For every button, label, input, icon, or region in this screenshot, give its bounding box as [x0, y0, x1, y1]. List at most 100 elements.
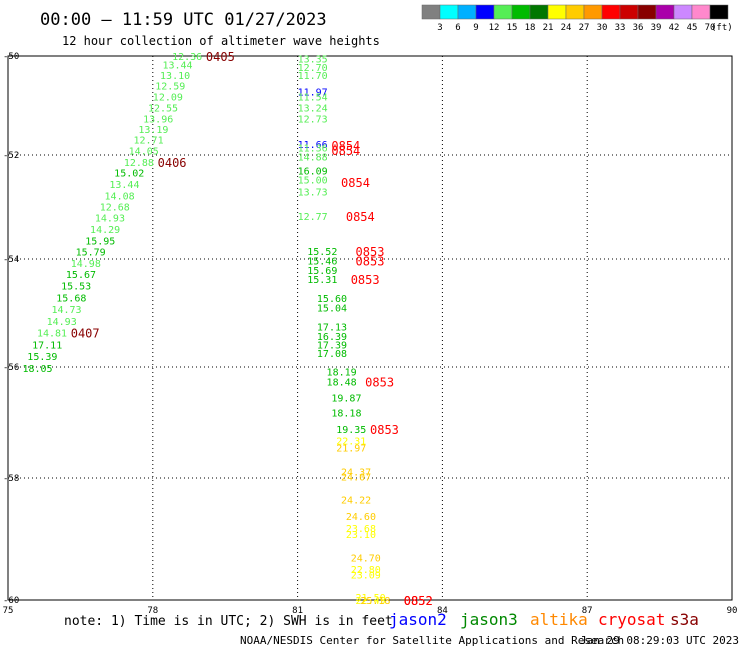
x-tick-label: 90	[727, 606, 738, 616]
colorbar-label: 3	[437, 23, 442, 33]
swh-label-jason3: 12.55	[148, 103, 178, 114]
colorbar-label: 36	[633, 23, 644, 33]
swh-label-jason3: 15.79	[76, 248, 106, 259]
swh-label-jason3: 16.09	[298, 167, 328, 178]
pass-time-label: 0852	[404, 594, 433, 608]
generated-time: Jan 29 08:29:03 UTC 2023	[580, 634, 739, 647]
x-tick-label: 78	[147, 606, 158, 616]
swh-label-jason3: 15.04	[317, 304, 347, 315]
legend-jason2: jason2	[389, 610, 447, 629]
colorbar-label: 6	[455, 23, 460, 33]
colorbar-label: 42	[669, 23, 680, 33]
swh-label-altika: 24.22	[341, 495, 371, 506]
colorbar-swatch	[421, 4, 441, 20]
swh-label-jason3: 12.09	[153, 93, 183, 104]
swh-label-jason3: 15.53	[61, 281, 91, 292]
pass-time-label: 0854	[331, 139, 360, 153]
swh-label-jason3: 13.19	[138, 125, 168, 136]
x-tick-label: 84	[437, 606, 448, 616]
swh-label-jason3: 19.87	[331, 394, 361, 405]
colorbar-swatch	[529, 4, 549, 20]
plot-area: 75 78 81 84 87 90 -50 -52 -54 -56 -58 -60 11.97 11.66…	[3, 50, 738, 616]
y-tick-label: -60	[3, 596, 19, 606]
swh-label-jason3: 14.98	[71, 259, 101, 270]
swh-label-altika: 22.45	[356, 596, 386, 607]
swh-label-jason3: 11.70	[298, 71, 328, 82]
x-tick-label: 81	[292, 606, 303, 616]
satellite-legend: jason2 jason3 altika cryosat s3a	[389, 610, 699, 629]
colorbar-swatch	[565, 4, 585, 20]
colorbar-swatch	[673, 4, 693, 20]
colorbar-swatch	[691, 4, 711, 20]
legend-cryosat: cryosat	[598, 610, 665, 629]
swh-label-jason3: 19.35	[336, 425, 366, 436]
swh-label-jason3: 17.11	[32, 340, 62, 351]
swh-label-jason3: 12.73	[298, 114, 328, 125]
colorbar-label: 21	[543, 23, 554, 33]
swh-label-jason3: 15.31	[307, 275, 337, 286]
swh-label-jason3: 14.29	[90, 225, 120, 236]
y-tick-label: -50	[3, 52, 19, 62]
swh-label-jason3: 11.36	[298, 144, 328, 155]
y-tick-label: -54	[3, 255, 19, 265]
swh-label-jason3: 14.93	[95, 213, 125, 224]
swh-label-jason3: 15.68	[56, 293, 86, 304]
swh-label-jason2: 11.97	[298, 88, 328, 99]
swh-label-jason3: 18.18	[331, 409, 361, 420]
swh-label-jason3: 11.54	[298, 93, 328, 104]
pass-time-label: 0854	[346, 210, 375, 224]
swh-label-jason3: 18.05	[22, 364, 52, 375]
legend-s3a: s3a	[670, 610, 699, 629]
swh-label-altika: 23.09	[351, 570, 381, 581]
pass-time-label: 0407	[71, 326, 100, 340]
swh-label-jason3: 14.93	[47, 317, 77, 328]
pass-time-label: 0854	[331, 144, 360, 158]
swh-label-jason3: 17.39	[317, 340, 347, 351]
colorbar-swatch	[547, 4, 567, 20]
colorbar-legend: 3 6 9 12 15 18 21 24 27 30 33 36 39 42 45 70	[421, 4, 729, 33]
chart-title: 00:00 – 11:59 UTC 01/27/2023	[40, 10, 327, 30]
footnote: note: 1) Time is in UTC; 2) SWH is in fe…	[64, 614, 393, 629]
pass-time-label: 0853	[356, 255, 385, 269]
chart-subtitle: 12 hour collection of altimeter wave hei…	[62, 34, 380, 48]
swh-label-jason3: 13.10	[160, 71, 190, 82]
swh-label-jason3: 15.52	[307, 247, 337, 258]
pass-time-label: 0852	[404, 594, 433, 608]
colorbar-swatch	[475, 4, 495, 20]
colorbar-label: 33	[615, 23, 626, 33]
swh-label-altika: 24.07	[341, 472, 371, 483]
colorbar-unit: (ft)	[711, 23, 733, 33]
swh-label-jason3: 14.05	[129, 147, 159, 158]
colorbar-swatch	[457, 4, 477, 20]
swh-label-jason3: 12.68	[100, 202, 130, 213]
swh-label-jason3: 17.08	[317, 349, 347, 360]
colorbar-label: 27	[579, 23, 590, 33]
colorbar-swatch	[493, 4, 513, 20]
swh-label-jason3: 18.19	[327, 367, 357, 378]
colorbar-swatch	[637, 4, 657, 20]
x-tick-label: 75	[3, 606, 14, 616]
swh-label-jason3: 13.73	[298, 187, 328, 198]
swh-label-jason3: 12.88	[124, 158, 154, 169]
y-tick-label: -58	[3, 474, 19, 484]
colorbar-swatch	[583, 4, 603, 20]
colorbar-swatch	[655, 4, 675, 20]
colorbar-label: 70	[705, 23, 716, 33]
swh-label-jason3: 12.59	[155, 82, 185, 93]
swh-label-jason3: 13.96	[143, 114, 173, 125]
swh-label-jason3: 12.70	[298, 63, 328, 74]
swh-label-jason3: 15.95	[85, 236, 115, 247]
swh-label-jason3: 12.77	[298, 212, 328, 223]
colorbar-swatch	[619, 4, 639, 20]
pass-time-label: 0853	[356, 245, 385, 259]
swh-label-altika: 21.97	[336, 443, 366, 454]
swh-label-jason3: 16.39	[317, 332, 347, 343]
swh-label-jason3: 13.35	[298, 54, 328, 65]
swh-label-jason3: 15.39	[27, 352, 57, 363]
swh-label-jason3: 15.67	[66, 270, 96, 281]
colorbar-swatch	[511, 4, 531, 20]
x-tick-label: 87	[582, 606, 593, 616]
pass-time-label: 0853	[365, 375, 394, 389]
swh-label-jason3: 15.46	[307, 257, 337, 268]
swh-label-jason3: 15.69	[307, 266, 337, 277]
